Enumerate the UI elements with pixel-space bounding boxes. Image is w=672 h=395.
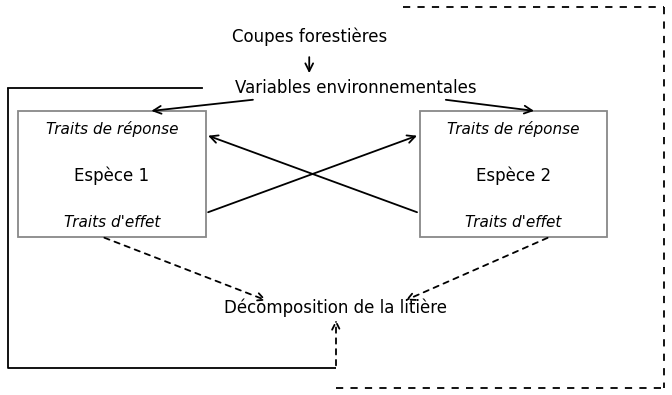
Bar bbox=[419, 111, 607, 237]
Text: Décomposition de la litière: Décomposition de la litière bbox=[224, 298, 448, 316]
Text: Traits de réponse: Traits de réponse bbox=[447, 121, 579, 137]
Text: Traits d'effet: Traits d'effet bbox=[64, 216, 160, 231]
Text: Variables environnementales: Variables environnementales bbox=[235, 79, 477, 97]
Text: Espèce 1: Espèce 1 bbox=[74, 167, 149, 185]
Text: Coupes forestières: Coupes forestières bbox=[232, 27, 387, 46]
Bar bbox=[18, 111, 206, 237]
Text: Espèce 2: Espèce 2 bbox=[476, 167, 551, 185]
Text: Traits de réponse: Traits de réponse bbox=[46, 121, 178, 137]
Text: Traits d'effet: Traits d'effet bbox=[465, 216, 562, 231]
